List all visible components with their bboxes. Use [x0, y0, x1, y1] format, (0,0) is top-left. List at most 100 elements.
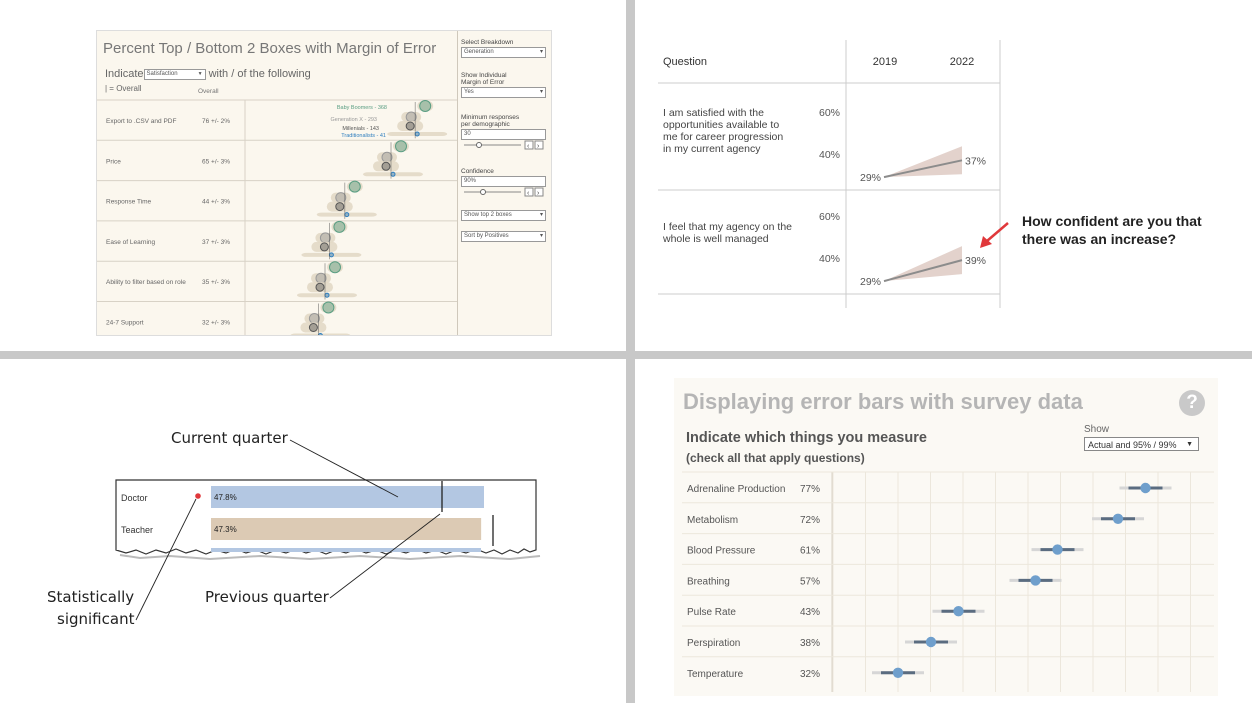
group-point	[419, 100, 432, 112]
bar	[211, 486, 484, 508]
min-label-2: per demographic	[461, 121, 510, 128]
data-point	[1112, 513, 1124, 524]
question-text: me for career progression	[663, 131, 783, 143]
moe-band	[363, 172, 423, 177]
confidence-input[interactable]: 90%	[461, 176, 546, 187]
group-point	[315, 272, 327, 284]
row-label: Ease of Learning	[106, 239, 156, 246]
moe-band	[326, 201, 353, 212]
question-text: opportunities available to	[663, 119, 779, 131]
breakdown-select[interactable]: Generation ▾	[461, 47, 546, 58]
legend-label: Baby Boomers - 368	[337, 105, 387, 111]
question-text: in my current agency	[663, 143, 761, 155]
svg-text:‹: ‹	[527, 190, 530, 197]
category-label: Temperature	[687, 669, 744, 680]
moe-band	[327, 262, 343, 273]
moe-band	[304, 313, 325, 324]
chevron-down-icon: ▾	[539, 89, 543, 95]
min-responses-slider[interactable]: ‹ ›	[461, 140, 546, 150]
annotation-text: How confident are you that	[1022, 213, 1202, 229]
moe-band	[307, 282, 333, 293]
category-label: Perspiration	[687, 638, 740, 649]
group-point	[329, 261, 341, 274]
group-point	[317, 333, 323, 335]
min-value: 30	[464, 131, 471, 137]
significance-bar-chart: Doctor 47.8% Teacher 47.3% Current quarter …	[40, 420, 600, 640]
row-label: Export to .CSV and PDF	[106, 118, 176, 125]
confidence-band	[884, 246, 962, 282]
leader-line	[329, 513, 441, 599]
question-header: Question	[663, 56, 707, 68]
moe-band	[373, 161, 399, 172]
moe-band	[290, 333, 351, 335]
moe-select[interactable]: Yes ▾	[461, 87, 546, 98]
boxes-select[interactable]: Show top 2 boxes ▾	[461, 210, 546, 221]
question-text: whole is well managed	[662, 233, 769, 245]
show-select-value: Actual and 95% / 99%	[1088, 440, 1177, 450]
moe-band	[316, 212, 377, 217]
trend-line	[883, 259, 963, 283]
show-select[interactable]: Actual and 95% / 99% ▼	[1084, 437, 1199, 451]
annotation-significant-1: Statistically	[47, 588, 135, 606]
moe-dot-plot: Export to .CSV and PDF 76 +/- 2% Price 65 +…	[97, 99, 457, 335]
controls-divider	[457, 31, 458, 335]
breakdown-label: Select Breakdown	[461, 39, 514, 46]
min-label-1: Minimum responses	[461, 114, 520, 121]
help-icon[interactable]: ?	[1179, 390, 1205, 416]
sort-value: Sort by Positives	[464, 233, 509, 239]
question-text: I am satisfied with the	[663, 107, 764, 119]
data-point	[1052, 544, 1063, 555]
moe-control: Show Individual Margin of Error Yes ▾	[461, 72, 546, 98]
sort-select[interactable]: Sort by Positives ▾	[461, 231, 546, 242]
show-label: Show	[1084, 424, 1110, 435]
error-bar-dashboard: Displaying error bars with survey data ?…	[674, 378, 1218, 696]
error-bar-chart: Adrenaline Production 77% Metabolism 72% Blo…	[682, 471, 1214, 692]
chevron-down-icon: ▾	[539, 212, 543, 218]
group-point	[344, 212, 350, 218]
moe-band	[387, 132, 448, 136]
category-label: Teacher	[121, 525, 153, 535]
legend-label: Millenials - 143	[342, 126, 379, 132]
category-label: Breathing	[687, 576, 730, 587]
question-text: I feel that my agency on the	[663, 221, 792, 233]
value-label: 38%	[800, 638, 820, 649]
boxes-control: Show top 2 boxes ▾	[461, 209, 546, 221]
bar	[211, 518, 482, 540]
value-label: 77%	[800, 484, 820, 495]
data-point	[1030, 575, 1041, 586]
confidence-label: Confidence	[461, 168, 494, 175]
group-point	[390, 171, 396, 177]
moe-band	[315, 232, 336, 243]
group-point	[395, 140, 407, 153]
annotation-text: there was an increase?	[1022, 231, 1176, 247]
legend-label: Traditionalists - 41	[341, 133, 386, 139]
slope-with-band-chart: Question 2019 2022 I am satisfied with theo…	[658, 40, 1202, 308]
data-point	[892, 667, 904, 678]
bar-value-label: 47.8%	[214, 493, 237, 502]
group-point	[381, 161, 391, 171]
indicate-select[interactable]: Satisfaction ▼	[143, 68, 206, 80]
dashboard-title: Percent Top / Bottom 2 Boxes with Margin…	[103, 40, 437, 57]
group-point	[333, 220, 346, 233]
year-header: 2019	[873, 56, 897, 68]
confidence-control: Confidence 90% ‹ ›	[461, 168, 546, 199]
confidence-slider[interactable]: ‹ ›	[461, 187, 546, 197]
chevron-down-icon: ▾	[539, 49, 543, 55]
group-point	[322, 301, 335, 314]
category-label: Metabolism	[687, 515, 738, 526]
moe-band	[330, 192, 351, 203]
category-label: Blood Pressure	[687, 546, 756, 557]
min-responses-input[interactable]: 30	[461, 129, 546, 140]
arrow-head-icon	[980, 236, 992, 248]
moe-band	[417, 101, 434, 111]
group-point	[335, 192, 347, 204]
moe-band	[401, 112, 422, 122]
moe-band	[297, 293, 357, 298]
group-point	[405, 111, 417, 123]
indicate-select-value: Satisfaction	[146, 70, 178, 77]
breakdown-control: Select Breakdown Generation ▾	[461, 39, 546, 58]
svg-text:›: ›	[537, 190, 540, 197]
overall-value: 65 +/- 3%	[202, 158, 230, 165]
start-label: 29%	[860, 276, 881, 288]
overall-value: 76 +/- 2%	[202, 118, 230, 125]
